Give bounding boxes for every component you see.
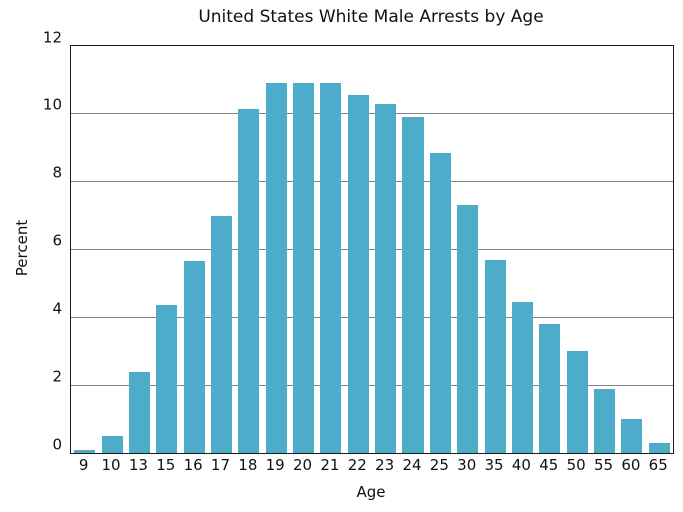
- y-tick-label-0: 0: [52, 435, 62, 453]
- bar-age-18: [238, 108, 260, 453]
- gridline-y-2: [71, 384, 673, 386]
- bar-slot-45: [536, 46, 563, 453]
- bar-slot-55: [591, 46, 618, 453]
- x-tick-label-22: 22: [347, 456, 367, 474]
- y-tick-label-8: 8: [52, 163, 62, 182]
- x-tick-label-30: 30: [457, 456, 477, 474]
- bar-age-20: [293, 83, 315, 453]
- bar-age-17: [210, 215, 232, 453]
- x-tick-label-40: 40: [511, 456, 531, 474]
- y-tick-label-6: 6: [52, 231, 62, 250]
- x-tick-label-10: 10: [101, 456, 121, 474]
- bar-slot-22: [345, 46, 372, 453]
- x-tick-label-21: 21: [320, 456, 340, 474]
- y-axis-ticks: 0 2 4 6 8 10 12: [0, 30, 62, 453]
- bar-age-23: [375, 103, 397, 453]
- x-tick-label-23: 23: [375, 456, 395, 474]
- bar-age-25: [429, 152, 451, 453]
- bar-age-50: [566, 351, 588, 453]
- y-tick-label-12: 12: [42, 28, 62, 46]
- x-tick-label-35: 35: [484, 456, 504, 474]
- bar-age-9: [74, 449, 96, 453]
- bar-slot-30: [454, 46, 481, 453]
- x-tick-label-65: 65: [648, 456, 668, 474]
- bar-slot-21: [317, 46, 344, 453]
- bar-slot-10: [98, 46, 125, 453]
- x-tick-label-15: 15: [156, 456, 176, 474]
- x-tick-label-20: 20: [293, 456, 313, 474]
- x-tick-label-24: 24: [402, 456, 422, 474]
- bar-age-19: [265, 83, 287, 453]
- bar-age-21: [320, 83, 342, 453]
- bar-age-24: [402, 117, 424, 453]
- bar-slot-25: [427, 46, 454, 453]
- bar-age-65: [648, 442, 670, 453]
- x-tick-label-50: 50: [566, 456, 586, 474]
- bar-age-55: [593, 388, 616, 453]
- bar-age-16: [183, 261, 205, 453]
- bar-slot-17: [208, 46, 235, 453]
- bar-slot-24: [399, 46, 426, 453]
- bar-slot-15: [153, 46, 180, 453]
- x-tick-label-60: 60: [621, 456, 641, 474]
- x-tick-label-17: 17: [210, 456, 231, 474]
- bar-slot-65: [646, 46, 673, 453]
- chart-title: United States White Male Arrests by Age: [198, 7, 544, 27]
- bar-slot-16: [180, 46, 207, 453]
- bar-slot-9: [71, 46, 98, 453]
- gridline-y-6: [71, 249, 673, 250]
- bar-slot-18: [235, 46, 262, 453]
- y-tick-label-10: 10: [42, 95, 62, 114]
- bar-age-22: [347, 95, 369, 453]
- x-axis-ticks: 9 10 13 15 16 17 18 19 20 21 22 23 24 25 30 35 40 45 50 55 6…: [70, 458, 672, 473]
- x-tick-label-9: 9: [78, 456, 89, 474]
- bar-age-15: [156, 305, 178, 453]
- x-tick-label-18: 18: [238, 456, 258, 474]
- bar-slot-35: [481, 46, 508, 453]
- bars-row: [71, 46, 673, 453]
- bar-slot-40: [509, 46, 536, 453]
- gridline-y-10: [71, 113, 673, 115]
- y-tick-label-4: 4: [52, 299, 62, 318]
- gridline-y-8: [71, 181, 673, 183]
- bar-slot-13: [126, 46, 153, 453]
- bar-age-40: [511, 302, 533, 453]
- bar-slot-50: [563, 46, 590, 453]
- bar-age-35: [484, 259, 506, 453]
- bar-slot-19: [263, 46, 290, 453]
- x-tick-label-45: 45: [539, 456, 559, 474]
- x-tick-label-55: 55: [593, 456, 614, 474]
- plot-area: [70, 45, 674, 454]
- x-tick-label-16: 16: [183, 456, 203, 474]
- bar-age-45: [539, 324, 561, 453]
- bar-slot-23: [372, 46, 399, 453]
- gridline-y-4: [71, 316, 673, 318]
- bar-age-60: [621, 419, 643, 453]
- x-axis-label: Age: [356, 483, 386, 501]
- y-tick-label-2: 2: [52, 367, 62, 386]
- bar-age-13: [128, 371, 150, 453]
- x-tick-label-19: 19: [265, 456, 285, 474]
- bar-age-10: [101, 436, 123, 453]
- x-tick-label-13: 13: [128, 456, 148, 474]
- bar-slot-20: [290, 46, 317, 453]
- bar-slot-60: [618, 46, 645, 453]
- x-tick-label-25: 25: [429, 456, 449, 474]
- bar-age-30: [457, 205, 479, 453]
